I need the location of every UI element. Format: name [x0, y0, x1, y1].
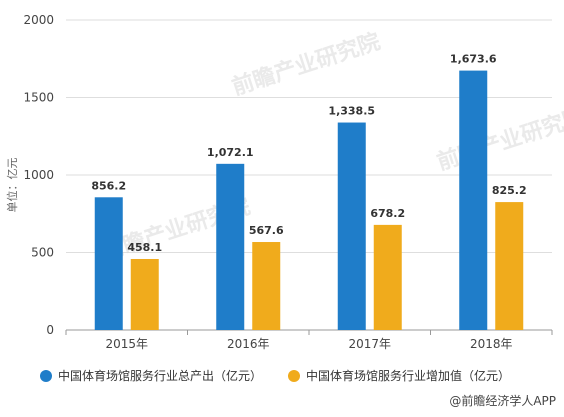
- bar-series2-2018年: [495, 202, 524, 330]
- y-axis-label: 单位：亿元: [5, 158, 19, 213]
- legend: 中国体育场馆服务行业总产出（亿元） 中国体育场馆服务行业增加值（亿元）: [40, 368, 510, 383]
- bar-series1-2017年: [337, 122, 366, 330]
- bar-value-label: 1,673.6: [450, 53, 497, 66]
- y-tick-label: 1000: [23, 168, 54, 182]
- x-tick-label: 2015年: [105, 337, 148, 351]
- credit-text: @前瞻经济学人APP: [449, 393, 556, 408]
- bar-value-label: 1,338.5: [328, 105, 375, 118]
- bar-series1-2018年: [459, 70, 488, 330]
- bar-value-label: 825.2: [492, 184, 527, 197]
- y-tick-label: 0: [46, 323, 54, 337]
- bar-series2-2016年: [252, 242, 281, 330]
- data-labels: 856.2 1,072.1 1,338.5 1,673.6 458.1 567.6 678.…: [91, 53, 526, 254]
- watermark-text-3: 前瞻产业研究院: [434, 103, 564, 175]
- watermark-text-1: 前瞻产业研究院: [229, 28, 384, 100]
- bar-value-label: 1,072.1: [207, 146, 254, 159]
- y-tick-label: 2000: [23, 13, 54, 27]
- bar-value-label: 856.2: [91, 179, 126, 192]
- bar-series2-2015年: [130, 258, 159, 330]
- bar-value-label: 678.2: [370, 207, 405, 220]
- legend-marker-1: [40, 370, 52, 382]
- bar-series1-2016年: [216, 163, 245, 330]
- bars: [94, 70, 524, 330]
- legend-marker-2: [288, 370, 300, 382]
- bar-value-label: 458.1: [127, 241, 162, 254]
- legend-label-1: 中国体育场馆服务行业总产出（亿元）: [58, 368, 262, 383]
- bar-value-label: 567.6: [249, 224, 284, 237]
- x-tick-label: 2016年: [227, 337, 270, 351]
- bar-series1-2015年: [94, 197, 123, 330]
- y-tick-label: 1500: [23, 91, 54, 105]
- legend-label-2: 中国体育场馆服务行业增加值（亿元）: [306, 368, 510, 383]
- x-tick-label: 2017年: [348, 337, 391, 351]
- bar-series2-2017年: [373, 224, 402, 330]
- x-tick-label: 2018年: [470, 337, 513, 351]
- axes: 0 500 1000 1500 2000 2015年 2016年 2017年 2018年: [23, 13, 553, 351]
- y-tick-label: 500: [31, 246, 54, 260]
